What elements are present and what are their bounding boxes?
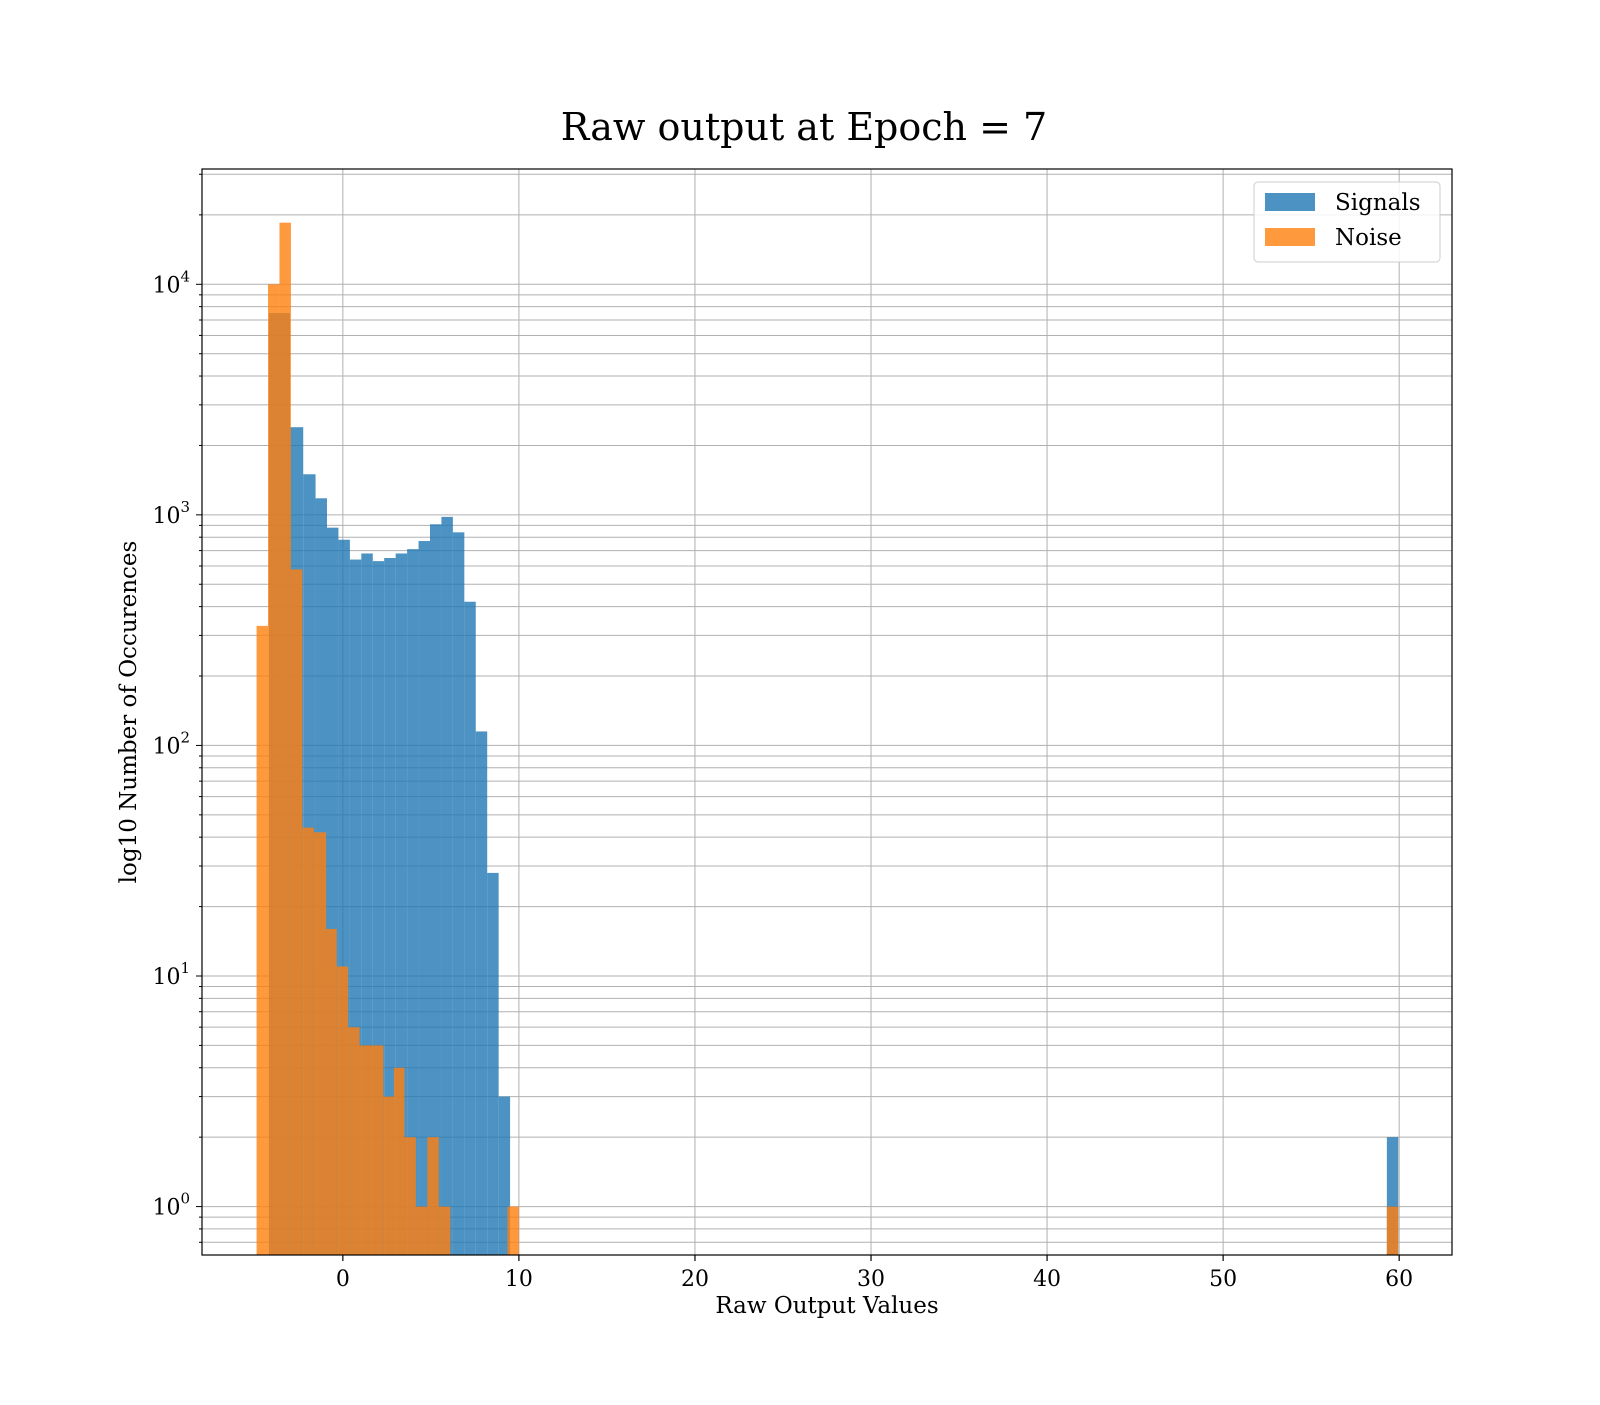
bar-signals [407,549,419,1255]
bar-signals [372,561,385,1255]
x-tick-label: 10 [505,1267,533,1292]
bar-signals [464,601,476,1255]
y-tick-base: 10 [152,1196,180,1221]
y-tick-label: 103 [152,498,190,529]
x-tick-label: 50 [1209,1267,1237,1292]
legend-label-signals: Signals [1335,190,1421,216]
bars-layer [256,222,1399,1256]
bar-noise [359,1045,372,1255]
bar-signals [395,553,408,1255]
y-tick-label: 101 [152,959,190,990]
bar-noise [404,1137,416,1255]
bar-signals [452,532,465,1255]
legend-swatch-noise [1265,228,1315,246]
bar-noise [268,284,280,1255]
bar-noise [393,1067,405,1255]
x-tick-label: 0 [336,1267,350,1292]
bar-noise [427,1137,439,1255]
x-tick-label: 20 [681,1267,709,1292]
bar-signals [338,539,350,1255]
bar-signals [327,527,339,1255]
x-axis-label: Raw Output Values [715,1293,938,1319]
bar-noise [290,569,303,1255]
y-tick-exponent: 4 [180,267,190,285]
bar-noise [383,1096,394,1255]
bar-noise [302,827,314,1255]
x-tick-label: 60 [1385,1267,1413,1292]
bar-signals [418,541,430,1255]
y-tick-exponent: 0 [180,1190,190,1208]
y-tick-label: 104 [152,267,190,298]
bar-noise [336,966,349,1255]
y-tick-base: 10 [152,965,180,990]
y-tick-base: 10 [152,273,180,298]
y-tick-label: 100 [152,1190,190,1221]
bar-noise [348,1027,360,1255]
y-tick-base: 10 [152,734,180,759]
bar-noise [1386,1206,1399,1255]
bar-noise [256,625,269,1255]
bar-signals [441,516,453,1255]
bar-signals [349,559,362,1255]
bar-signals [429,524,442,1255]
chart-title: Raw output at Epoch = 7 [561,105,1047,149]
bar-noise [279,222,291,1256]
bar-noise [438,1206,451,1255]
y-axis-label: log10 Number of Occurences [116,541,142,884]
y-tick-base: 10 [152,504,180,529]
bar-noise [313,832,327,1255]
bar-signals [487,872,499,1255]
bar-signals [361,553,373,1255]
x-tick-label: 30 [857,1267,885,1292]
y-tick-exponent: 3 [180,498,190,516]
bar-signals [498,1096,511,1255]
bar-signals [1386,1137,1399,1255]
x-tick-label: 40 [1033,1267,1061,1292]
legend-swatch-signals [1265,193,1315,211]
y-tick-exponent: 1 [180,959,190,977]
legend-label-noise: Noise [1335,225,1402,251]
plot-frame [201,168,1453,1256]
legend: Signals Noise [1253,181,1441,263]
bar-noise [326,928,337,1255]
bar-signals [475,731,488,1255]
bar-noise [507,1206,519,1255]
y-tick-label: 102 [152,728,190,759]
bar-signals [384,557,396,1255]
y-tick-exponent: 2 [180,728,190,746]
bar-noise [371,1045,384,1255]
bar-noise [415,1206,428,1255]
